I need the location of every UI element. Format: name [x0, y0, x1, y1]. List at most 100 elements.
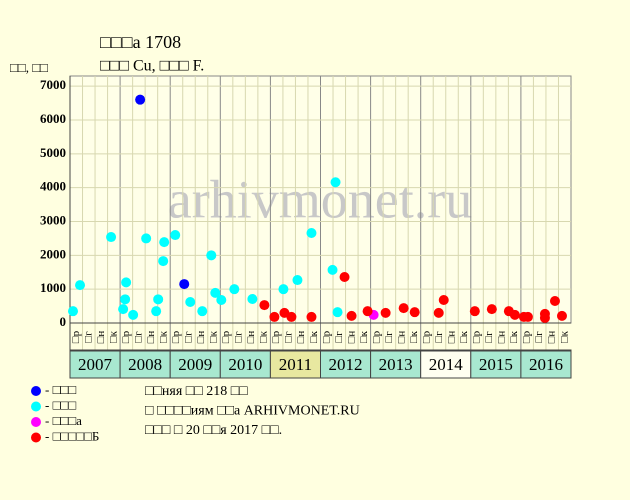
quarter-label: □к — [408, 330, 420, 343]
point — [159, 237, 170, 248]
point — [469, 306, 480, 317]
point — [247, 293, 258, 304]
quarter-label: □г — [82, 331, 94, 343]
quarter-label: □г — [132, 331, 144, 343]
quarter-label: □к — [208, 330, 220, 343]
y-tick-label: 4000 — [40, 179, 66, 194]
quarter-label: □г — [183, 331, 195, 343]
point — [229, 284, 240, 295]
y-tick-label: 1000 — [40, 280, 66, 295]
quarter-label: □г — [433, 331, 445, 343]
point — [106, 232, 117, 243]
quarter-label: □н — [446, 331, 458, 344]
quarter-label: □р — [370, 330, 382, 343]
point — [286, 311, 297, 322]
quarter-label: □к — [308, 330, 320, 343]
quarter-label: □н — [546, 331, 558, 344]
legend-marker — [31, 386, 41, 396]
y-tick-label: 0 — [60, 314, 67, 329]
legend-marker — [31, 401, 41, 412]
quarter-label: □р — [521, 330, 533, 343]
note: □□□ □ 20 □□я 2017 □□. — [145, 423, 282, 438]
year-label: 2011 — [279, 355, 312, 374]
quarter-label: □к — [157, 330, 169, 343]
quarter-label: □г — [383, 331, 395, 343]
chart-title: □□□а 1708 — [100, 32, 181, 52]
point — [438, 294, 449, 305]
point — [197, 306, 208, 317]
year-cell — [370, 350, 422, 379]
y-tick-label: 5000 — [40, 145, 66, 160]
point — [409, 307, 420, 318]
point — [120, 294, 131, 305]
quarter-label: □р — [70, 330, 82, 343]
point — [118, 304, 129, 315]
year-cell — [420, 350, 472, 379]
quarter-label: □н — [195, 331, 207, 344]
quarter-label: □р — [320, 330, 332, 343]
note: □□няя □□ 218 □□ — [145, 384, 248, 399]
y-tick-label: 2000 — [40, 246, 66, 261]
quarter-label: □г — [533, 331, 545, 343]
quarter-label: □н — [345, 331, 357, 344]
quarter-label: □р — [220, 330, 232, 343]
point — [486, 304, 497, 315]
year-label: 2012 — [329, 355, 363, 374]
point — [210, 287, 221, 298]
point — [380, 307, 391, 318]
quarter-label: □г — [283, 331, 295, 343]
point — [292, 275, 303, 286]
quarter-label: □г — [233, 331, 245, 343]
point — [332, 307, 343, 318]
point — [278, 284, 289, 295]
legend-label: - □□□а — [45, 413, 82, 428]
quarter-label: □к — [558, 330, 570, 343]
quarter-label: □к — [258, 330, 270, 343]
point — [135, 94, 146, 105]
year-cell — [219, 350, 271, 379]
year-label: 2010 — [228, 355, 262, 374]
year-label: 2008 — [128, 355, 162, 374]
point — [68, 306, 79, 317]
quarter-label: □к — [458, 330, 470, 343]
quarter-label: □р — [270, 330, 282, 343]
point — [128, 309, 139, 320]
year-label: 2013 — [379, 355, 413, 374]
y-axis-label: □□, □□ — [10, 60, 48, 75]
point — [206, 250, 217, 261]
quarter-label: □р — [420, 330, 432, 343]
point — [75, 280, 86, 291]
point — [330, 177, 341, 188]
year-label: 2007 — [78, 355, 113, 374]
legend-marker — [31, 432, 41, 443]
y-tick-label: 3000 — [40, 212, 66, 227]
point — [216, 294, 227, 305]
legend-label: - □□□ — [45, 382, 76, 397]
chart-subtitle: □□□ Cu, □□□ F. — [100, 58, 204, 75]
quarter-label: □к — [358, 330, 370, 343]
quarter-label: □р — [120, 330, 132, 343]
year-label: 2014 — [429, 355, 464, 374]
point — [509, 309, 520, 320]
year-cell — [520, 350, 572, 379]
point — [269, 311, 280, 322]
quarter-label: □г — [483, 331, 495, 343]
point — [339, 271, 350, 282]
year-label: 2015 — [479, 355, 513, 374]
point — [170, 230, 181, 241]
point — [153, 294, 164, 305]
quarter-label: □н — [245, 331, 257, 344]
y-tick-label: 6000 — [40, 111, 66, 126]
year-cell — [320, 350, 372, 379]
quarter-label: □н — [95, 331, 107, 344]
legend-marker — [31, 417, 41, 427]
legend-label: - □□□□□Б — [45, 428, 99, 443]
point — [158, 256, 169, 267]
point — [539, 308, 550, 319]
quarter-label: □н — [496, 331, 508, 344]
point — [141, 233, 152, 244]
quarter-label: □к — [107, 330, 119, 343]
quarter-label: □р — [170, 330, 182, 343]
point — [398, 303, 409, 314]
